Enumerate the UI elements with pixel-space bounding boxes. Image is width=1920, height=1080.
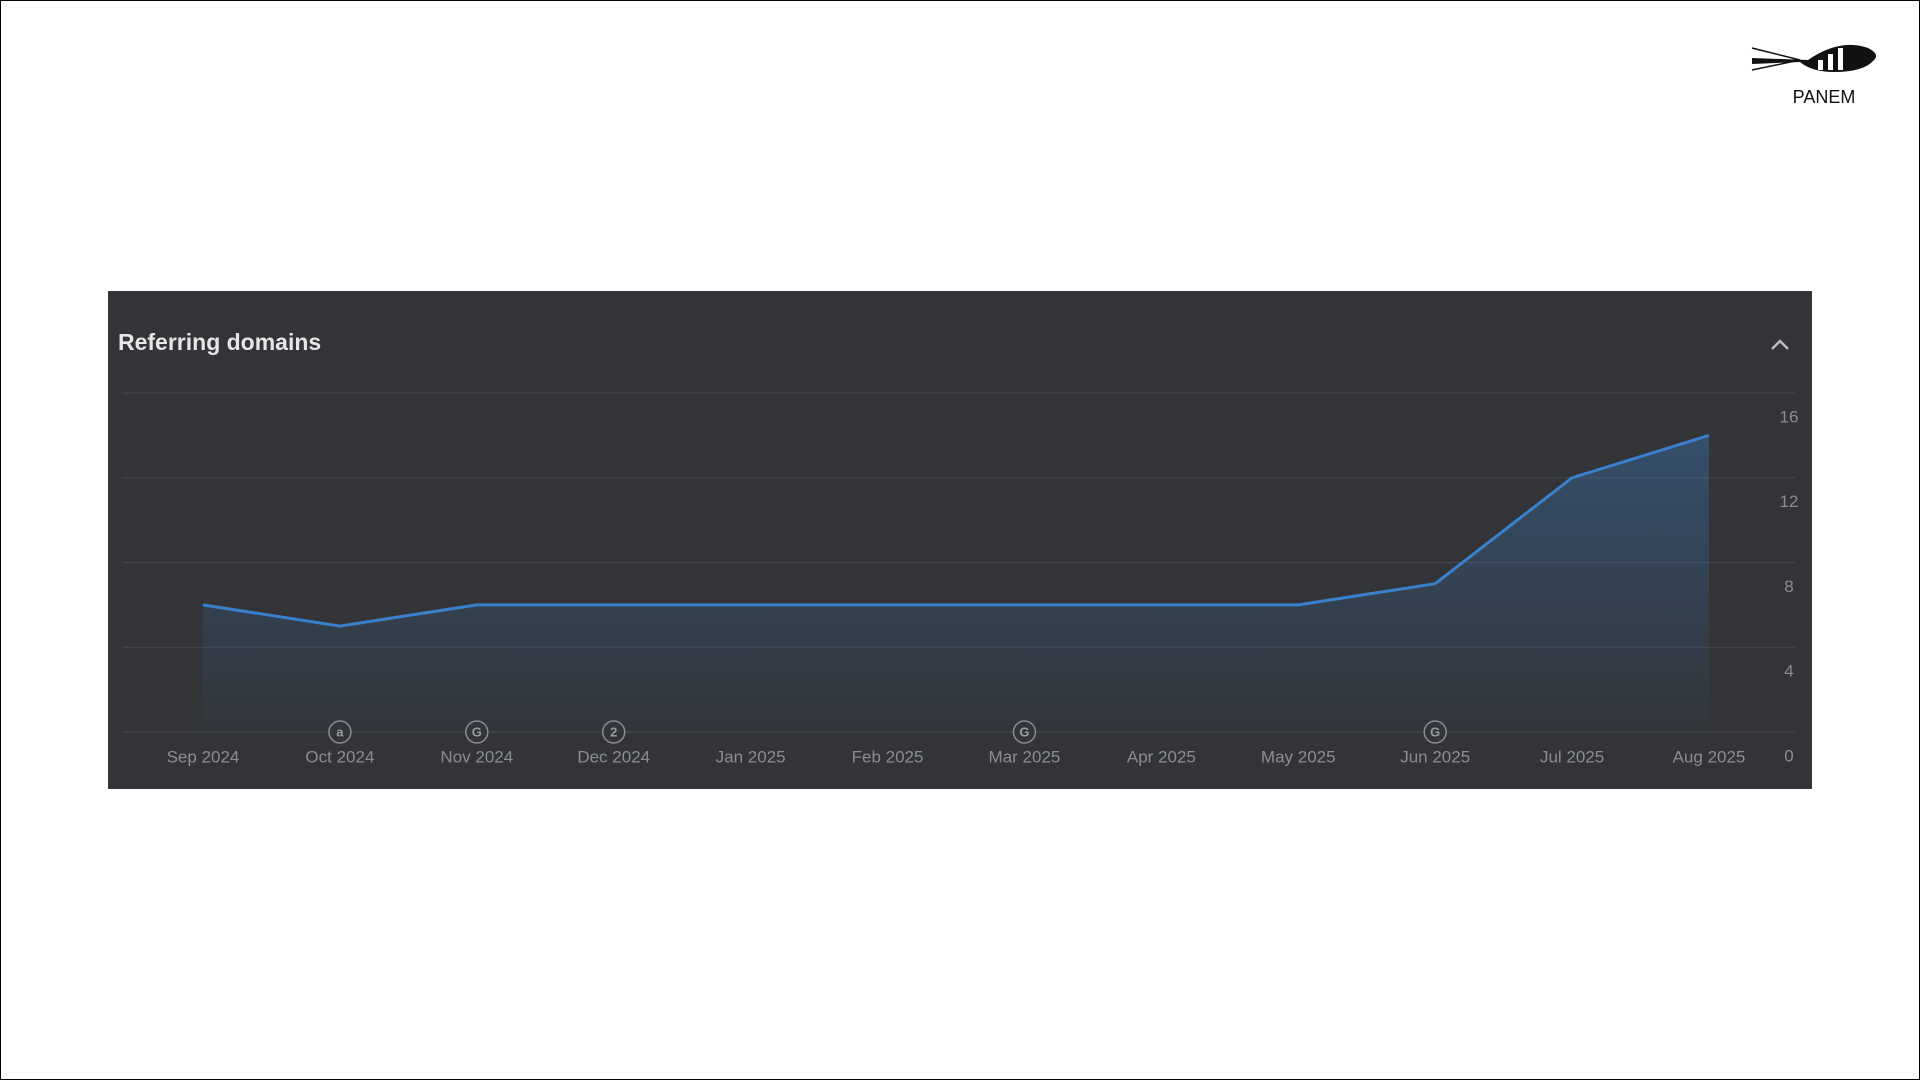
y-tick-label: 8 [1784, 577, 1793, 596]
collapse-button[interactable] [1771, 339, 1789, 350]
logo-tail [1751, 47, 1801, 71]
line [202, 433, 1710, 628]
x-tick-label: May 2025 [1261, 747, 1336, 766]
x-tick-label: Jul 2025 [1540, 747, 1604, 766]
x-tick-label: Nov 2024 [440, 747, 513, 766]
y-tick-label: 12 [1780, 492, 1799, 511]
logo-text: PANEM [1793, 87, 1856, 107]
logo-bar [1818, 60, 1823, 70]
x-tick-label: Feb 2025 [852, 747, 924, 766]
y-tick-label: 4 [1784, 662, 1793, 681]
y-tick-label: 16 [1780, 407, 1799, 426]
x-tick-label: Sep 2024 [167, 747, 240, 766]
x-tick-label: Jun 2025 [1400, 747, 1470, 766]
area [203, 435, 1709, 732]
chart-title: Referring domains [118, 329, 321, 355]
y-tick-label: 0 [1784, 746, 1793, 765]
x-tick-label: Aug 2025 [1673, 747, 1746, 766]
x-tick-label: Apr 2025 [1127, 747, 1196, 766]
x-tick-label: Jan 2025 [716, 747, 786, 766]
x-tick-label: Oct 2024 [305, 747, 374, 766]
x-tick-label: Dec 2024 [577, 747, 650, 766]
logo-fish [1752, 44, 1876, 72]
x-tick-label: Mar 2025 [989, 747, 1061, 766]
logo: PANEM [1751, 44, 1876, 107]
logo-bar [1838, 48, 1843, 70]
logo-bar [1828, 54, 1833, 70]
